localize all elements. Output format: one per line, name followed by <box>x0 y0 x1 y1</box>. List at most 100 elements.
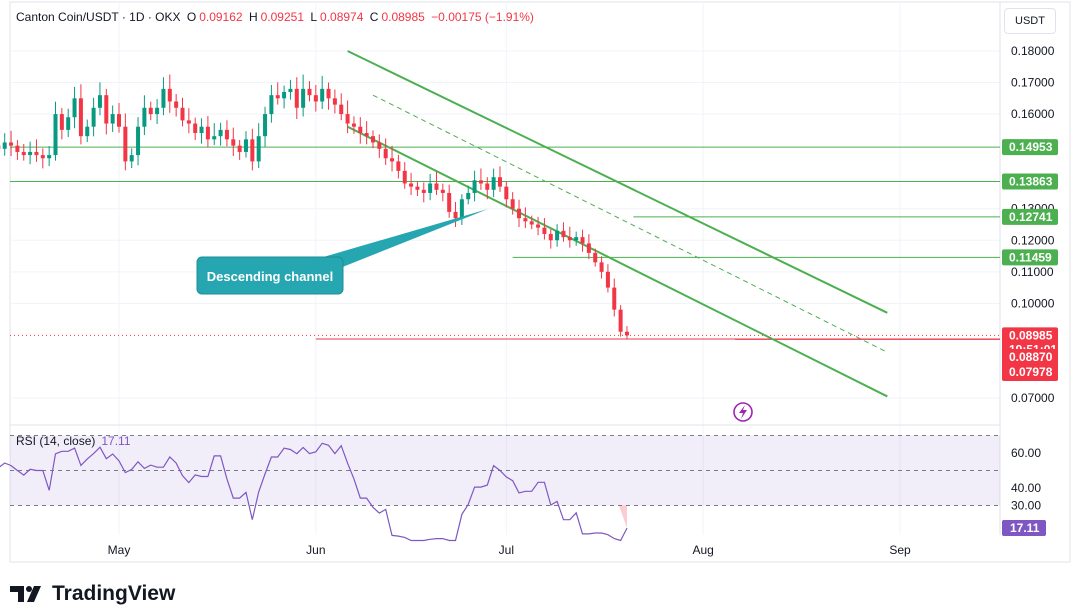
tradingview-logo[interactable]: TradingView <box>10 582 175 606</box>
rsi-value-tag <box>1002 520 1046 537</box>
descending-channel[interactable] <box>347 50 888 398</box>
candle-body <box>485 183 490 190</box>
candle-body <box>21 151 26 156</box>
candle-body <box>40 155 45 159</box>
callout-box[interactable] <box>196 256 344 295</box>
symbol-name[interactable]: Canton Coin/USDT · 1D · OKX <box>16 10 181 24</box>
candle-body <box>459 199 464 219</box>
candle-body <box>580 237 585 244</box>
candle-body <box>237 145 242 152</box>
candle-body <box>536 224 541 228</box>
price-tick-label: 0.10000 <box>1011 296 1055 310</box>
candle-body <box>123 126 128 162</box>
open-label: O <box>186 10 197 24</box>
price-tick-label: 0.12000 <box>1011 233 1055 247</box>
price-tag-label: 0.13863 <box>1009 175 1053 189</box>
rsi-legend: RSI (14, close) 17.11 <box>16 434 131 448</box>
open-value: 0.09162 <box>199 10 243 24</box>
time-axis[interactable]: May Jun Jul Aug Sep <box>108 543 911 557</box>
rsi-value: 17.11 <box>101 434 131 448</box>
low-label: L <box>310 10 318 24</box>
candle-body <box>440 189 445 193</box>
candle-body <box>167 88 172 102</box>
close-value: 0.08985 <box>381 10 425 24</box>
candle-body <box>593 252 598 263</box>
price-tick-label: 0.18000 <box>1011 44 1055 58</box>
candle-body <box>142 107 147 127</box>
currency-button[interactable]: USDT <box>1004 8 1056 34</box>
candle-body <box>510 199 515 209</box>
candle-body <box>9 142 14 146</box>
time-tick-label: May <box>108 543 131 557</box>
candle-body <box>212 136 217 140</box>
candle-body <box>434 183 439 190</box>
candle-body <box>555 230 560 241</box>
rsi-label[interactable]: RSI (14, close) <box>16 434 96 448</box>
candle-body <box>155 107 160 115</box>
candle-body <box>320 88 325 102</box>
time-tick-label: Jul <box>499 543 514 557</box>
price-tick-label: 0.16000 <box>1011 107 1055 121</box>
candle-body <box>104 95 109 124</box>
candle-body <box>231 139 236 146</box>
candle-body <box>478 180 483 184</box>
price-tag <box>1002 139 1058 156</box>
candle-body <box>586 243 591 253</box>
candle-body <box>186 120 191 124</box>
candle-body <box>117 114 121 127</box>
price-tag <box>1002 173 1058 190</box>
candle-body <box>561 230 566 238</box>
candle-body <box>218 129 223 137</box>
candle-body <box>396 161 401 171</box>
annotation[interactable]: Descending channel <box>196 209 488 295</box>
candle-body <box>345 114 350 124</box>
price-tag <box>1002 208 1058 225</box>
candle-body <box>148 107 153 115</box>
rsi-oversold-fill <box>618 505 627 529</box>
candle-body <box>390 158 395 162</box>
candle-body <box>574 237 579 241</box>
candles <box>0 74 629 339</box>
flash-icon[interactable] <box>733 402 753 422</box>
candle-body <box>428 183 433 193</box>
candle-body <box>136 126 141 156</box>
candle-body <box>34 151 39 156</box>
candle-body <box>199 126 204 134</box>
candle-body <box>612 287 617 310</box>
support-label: 0.08870 <box>1009 350 1053 364</box>
candle-body <box>275 95 280 99</box>
candle-body <box>288 88 293 93</box>
candle-body <box>91 107 96 127</box>
candle-body <box>72 98 77 118</box>
candle-body <box>421 189 426 193</box>
tradingview-logo-icon <box>10 586 41 602</box>
candle-body <box>517 208 522 219</box>
candle-body <box>624 331 629 336</box>
close-label: C <box>369 10 379 24</box>
last-price-label: 0.08985 <box>1009 328 1053 342</box>
price-tags: 0.149530.138630.127410.114590.0898519:51… <box>1002 139 1058 382</box>
candle-body <box>97 95 102 108</box>
candle-body <box>383 148 388 159</box>
candle-body <box>301 88 306 108</box>
candle-body <box>377 142 382 149</box>
candle-body <box>307 88 312 96</box>
price-tag <box>1002 249 1058 266</box>
candle-body <box>332 98 337 105</box>
candle-body <box>523 218 528 222</box>
high-value: 0.09251 <box>260 10 304 24</box>
candle-body <box>205 126 210 140</box>
candle-body <box>47 155 52 159</box>
candle-body <box>618 309 623 332</box>
candle-body <box>59 114 64 130</box>
candle-body <box>453 211 458 219</box>
channel-upper-line <box>347 50 888 314</box>
candle-body <box>402 170 407 184</box>
candle-body <box>263 114 268 137</box>
candle-body <box>447 192 452 212</box>
candle-body <box>161 88 166 108</box>
candle-body <box>250 139 255 162</box>
price-tick-label: 0.11000 <box>1011 265 1054 279</box>
time-tick-label: Sep <box>889 543 911 557</box>
